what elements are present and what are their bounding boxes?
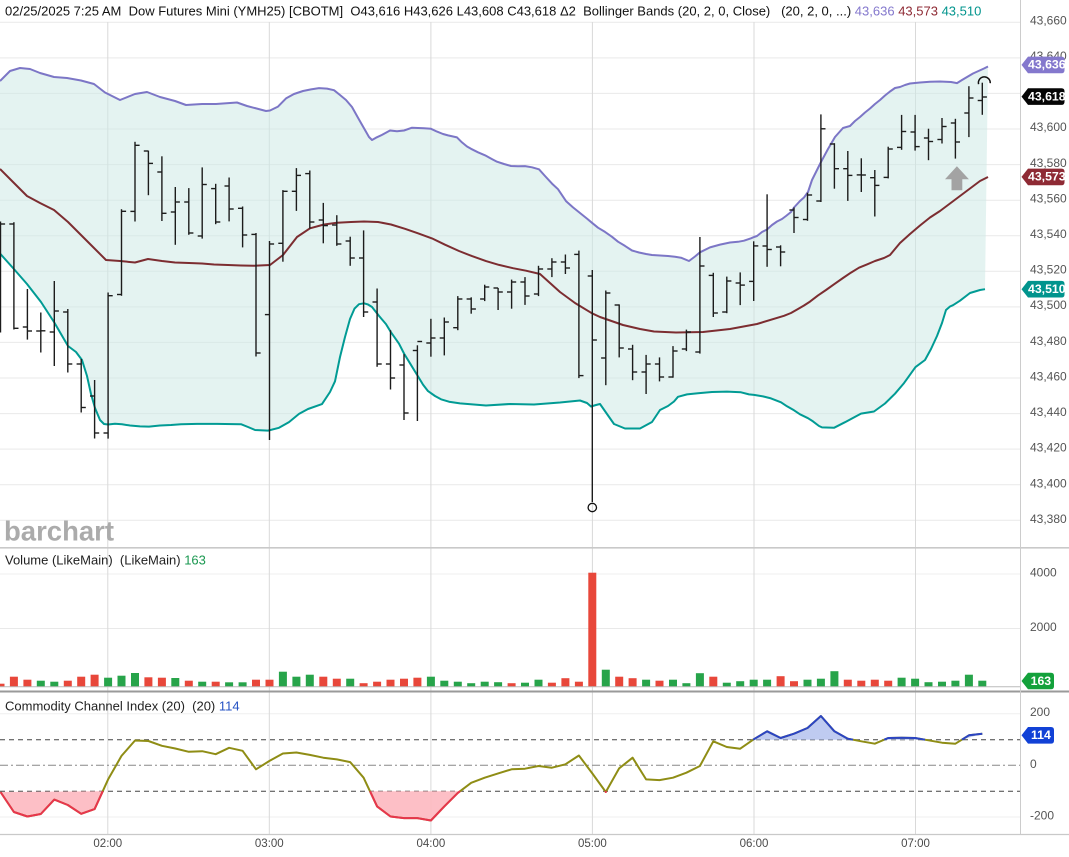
svg-text:43,380: 43,380 [1030, 512, 1067, 526]
svg-text:4000: 4000 [1030, 566, 1057, 580]
svg-text:43,618: 43,618 [1028, 89, 1066, 103]
svg-text:43,573: 43,573 [1028, 170, 1066, 184]
svg-text:02:00: 02:00 [93, 838, 122, 850]
svg-text:43,560: 43,560 [1030, 191, 1067, 205]
svg-text:04:00: 04:00 [417, 838, 446, 850]
svg-text:43,540: 43,540 [1030, 227, 1067, 241]
svg-text:02/25/2025 7:25 AM Dow Future: 02/25/2025 7:25 AM Dow Futures Mini (YMH… [5, 4, 981, 19]
svg-text:43,460: 43,460 [1030, 369, 1067, 383]
svg-text:43,440: 43,440 [1030, 405, 1067, 419]
svg-text:43,400: 43,400 [1030, 476, 1067, 490]
svg-text:43,510: 43,510 [1028, 282, 1066, 296]
svg-text:-200: -200 [1030, 809, 1054, 823]
svg-text:43,480: 43,480 [1030, 334, 1067, 348]
svg-text:Commodity Channel Index (20): Commodity Channel Index (20) (20) 114 [5, 699, 240, 714]
svg-text:43,500: 43,500 [1030, 298, 1067, 312]
svg-text:2000: 2000 [1030, 620, 1057, 634]
svg-text:Volume (LikeMain) (LikeMain): Volume (LikeMain) (LikeMain) 163 [5, 553, 206, 568]
svg-text:43,420: 43,420 [1030, 441, 1067, 455]
svg-text:200: 200 [1030, 705, 1050, 719]
svg-text:07:00: 07:00 [901, 838, 930, 850]
svg-text:05:00: 05:00 [578, 838, 607, 850]
svg-text:43,580: 43,580 [1030, 156, 1067, 170]
svg-text:barchart: barchart [4, 516, 114, 547]
svg-text:43,636: 43,636 [1028, 58, 1066, 72]
svg-text:03:00: 03:00 [255, 838, 284, 850]
svg-text:114: 114 [1031, 728, 1051, 742]
svg-text:0: 0 [1030, 757, 1037, 771]
svg-text:163: 163 [1031, 674, 1052, 688]
svg-text:43,600: 43,600 [1030, 120, 1067, 134]
svg-text:43,660: 43,660 [1030, 13, 1067, 27]
svg-text:06:00: 06:00 [740, 838, 769, 850]
svg-text:43,520: 43,520 [1030, 263, 1067, 277]
